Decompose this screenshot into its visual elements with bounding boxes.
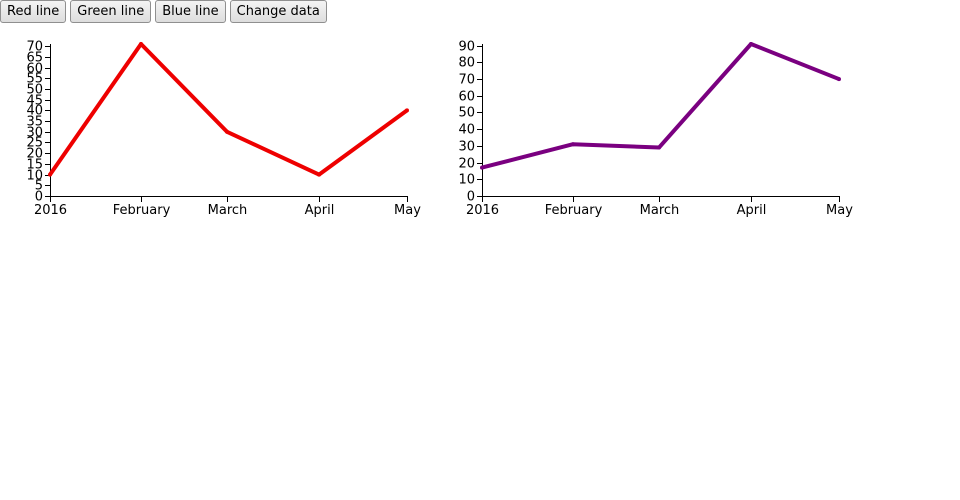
chart2-data-point [749,42,753,46]
chart1-x-tick-label: February [113,203,171,218]
chart2-y-tick-label: 70 [458,73,475,88]
chart2-y-tick-label: 90 [458,40,475,55]
chart1-y-tick-label: 5 [35,179,43,194]
chart2-y-tick-label: 60 [458,90,475,105]
chart1-data-point [225,129,229,134]
chart1-y-tick-label: 30 [26,126,43,141]
chart2-y-tick-label: 0 [467,190,475,205]
blue-line-button[interactable]: Blue line [155,0,226,23]
chart2-x-tick-label: April [737,203,767,218]
chart1-y-tick-label: 10 [26,169,43,184]
chart1-x-tick-label: May [394,203,421,218]
chart2-data-point [837,77,841,82]
chart2-y-tick-label: 30 [458,140,475,155]
chart1-y-tick-label: 45 [26,94,43,109]
chart1-y-tick-label: 50 [26,83,43,98]
chart1-y-tick-label: 25 [26,136,43,151]
chart2-y-tick-label: 20 [458,157,475,172]
toolbar: Red line Green line Blue line Change dat… [0,0,327,24]
chart1-x-tick-label: March [208,203,248,218]
chart2-y-tick-label: 80 [458,56,475,71]
chart2-y-tick-label: 10 [458,173,475,188]
chart1-y-tick-label: 20 [26,147,43,162]
chart2-x-tick-label: May [826,203,853,218]
chart1-x-tick-label: 2016 [34,203,67,218]
chart1-y-tick-label: 15 [26,158,43,173]
chart1-data-point [48,172,52,177]
chart2-data-point [657,145,661,150]
green-line-button[interactable]: Green line [70,0,152,23]
chart1-data-point [317,172,321,177]
chart2-x-tick-label: February [545,203,603,218]
chart1-x-tick-label: April [305,203,335,218]
chart2-y-tick-label: 40 [458,123,475,138]
chart1-y-tick-label: 70 [26,40,43,55]
chart2-series-line [481,42,840,170]
chart1-data-point [139,42,143,46]
chart1-y-tick-label: 0 [35,190,43,205]
chart1-y-tick-label: 65 [26,51,43,66]
chart1-data-point [405,108,409,113]
chart1-y-tick-label: 55 [26,72,43,87]
chart2-data-point [480,165,484,170]
change-data-button[interactable]: Change data [229,0,327,23]
chart2-y-tick-label: 50 [458,106,475,121]
chart2-x-tick-label: March [640,203,680,218]
chart1-y-tick-label: 60 [26,62,43,77]
chart1-y-tick-label: 40 [26,104,43,119]
chart1-series-line [48,42,409,177]
chart1-y-tick-label: 35 [26,115,43,130]
chart2-data-point [571,142,575,147]
chart2-x-tick-label: 2016 [466,203,499,218]
red-line-button[interactable]: Red line [0,0,67,23]
